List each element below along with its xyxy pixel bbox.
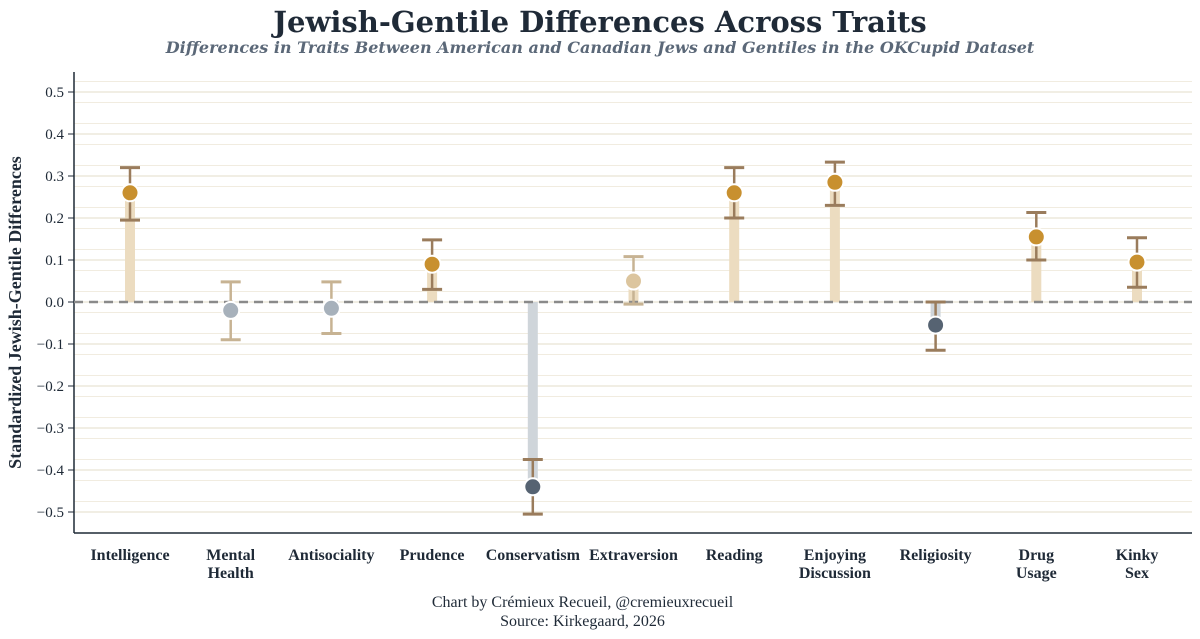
- x-category-label: Drug Usage: [1016, 547, 1057, 582]
- x-category-label: Antisociality: [288, 547, 374, 564]
- y-tick-label: −0.2: [37, 379, 64, 395]
- stem-bar: [1031, 236, 1042, 302]
- x-category-label: Reading: [706, 547, 763, 564]
- y-tick-label: −0.5: [37, 505, 64, 521]
- stem-bar: [829, 182, 840, 302]
- y-tick-label: −0.4: [37, 463, 65, 479]
- x-category-label-line: Kinky: [1116, 547, 1159, 564]
- y-tick-label: 0.2: [45, 211, 64, 227]
- x-category-label: Kinky Sex: [1116, 547, 1159, 582]
- x-category-label-line: Enjoying: [804, 547, 866, 564]
- data-point: [120, 183, 140, 203]
- x-category-label-line: Drug: [1019, 547, 1055, 564]
- x-category-label: Prudence: [400, 547, 465, 564]
- x-category-label-line: Sex: [1125, 565, 1149, 582]
- y-tick-label: 0.0: [45, 295, 64, 311]
- x-category-label-line: Mental: [206, 547, 255, 564]
- data-point: [624, 271, 643, 291]
- x-category-label-line: Prudence: [400, 547, 465, 564]
- data-point: [1127, 252, 1147, 272]
- stem-bar: [125, 192, 135, 302]
- credit-text: Chart by Crémieux Recueil, @cremieuxrecu…: [431, 594, 734, 611]
- x-category-label: Conservatism: [486, 547, 581, 564]
- data-point: [523, 477, 543, 497]
- source-text: Source: Kirkegaard, 2026: [500, 613, 665, 630]
- chart-subtitle: Differences in Traits Between American a…: [165, 38, 1035, 57]
- data-point: [926, 315, 946, 335]
- x-category-label-line: Extraversion: [589, 547, 678, 564]
- data-point: [422, 254, 442, 274]
- x-category-label-line: Usage: [1016, 565, 1057, 582]
- data-point: [724, 183, 744, 203]
- y-tick-label: 0.1: [45, 253, 64, 269]
- y-tick-label: 0.3: [45, 169, 64, 185]
- x-category-label: Religiosity: [900, 547, 972, 564]
- x-category-label-line: Antisociality: [288, 547, 374, 564]
- x-category-label: Enjoying Discussion: [799, 547, 871, 582]
- x-category-label: Mental Health: [206, 547, 255, 582]
- x-category-label: Intelligence: [90, 547, 169, 564]
- x-category-label-line: Reading: [706, 547, 763, 564]
- y-tick-label: −0.1: [37, 337, 64, 353]
- y-tick-label: −0.3: [37, 421, 64, 437]
- chart-title: Jewish-Gentile Differences Across Traits: [273, 5, 927, 39]
- x-category-label-line: Religiosity: [900, 547, 972, 564]
- y-axis-label: Standardized Jewish-Gentile Differences: [5, 156, 25, 469]
- chart-footer: Chart by Crémieux Recueil, @cremieuxrecu…: [0, 593, 1165, 631]
- data-point: [825, 172, 845, 192]
- x-category-label-line: Discussion: [799, 565, 871, 582]
- x-category-label: Extraversion: [589, 547, 678, 564]
- stem-bar: [527, 302, 538, 487]
- x-category-label-line: Intelligence: [90, 547, 169, 564]
- x-category-label-line: Health: [208, 565, 254, 582]
- x-category-label-line: Conservatism: [486, 547, 581, 564]
- chart-canvas: −0.5 −0.4 −0.3 −0.2 −0.1 0.0 0.1 0.2 0.3 0.4 0.5 St…: [5, 72, 1192, 582]
- data-point: [221, 300, 241, 320]
- data-point: [321, 298, 341, 318]
- stem-bar: [729, 192, 740, 302]
- y-tick-label: 0.5: [45, 85, 64, 101]
- y-tick-label: 0.4: [45, 127, 64, 143]
- data-point: [1026, 227, 1046, 247]
